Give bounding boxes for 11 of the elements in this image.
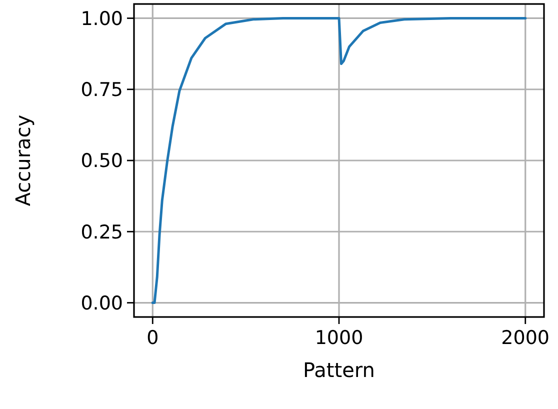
x-tick-label: 1000 [314, 327, 364, 349]
y-axis-title: Accuracy [11, 114, 35, 206]
y-tick-label: 0.50 [80, 150, 123, 172]
line-series [151, 16, 527, 304]
y-tick-label: 0.75 [80, 79, 123, 102]
y-tick-label: 1.00 [80, 8, 123, 30]
y-tick-label: 0.25 [80, 221, 123, 244]
x-tick-label: 2000 [501, 327, 550, 349]
x-tick-label: 0 [146, 327, 159, 349]
x-axis-title: Pattern [303, 358, 375, 382]
y-tick-label: 0.00 [80, 292, 123, 314]
